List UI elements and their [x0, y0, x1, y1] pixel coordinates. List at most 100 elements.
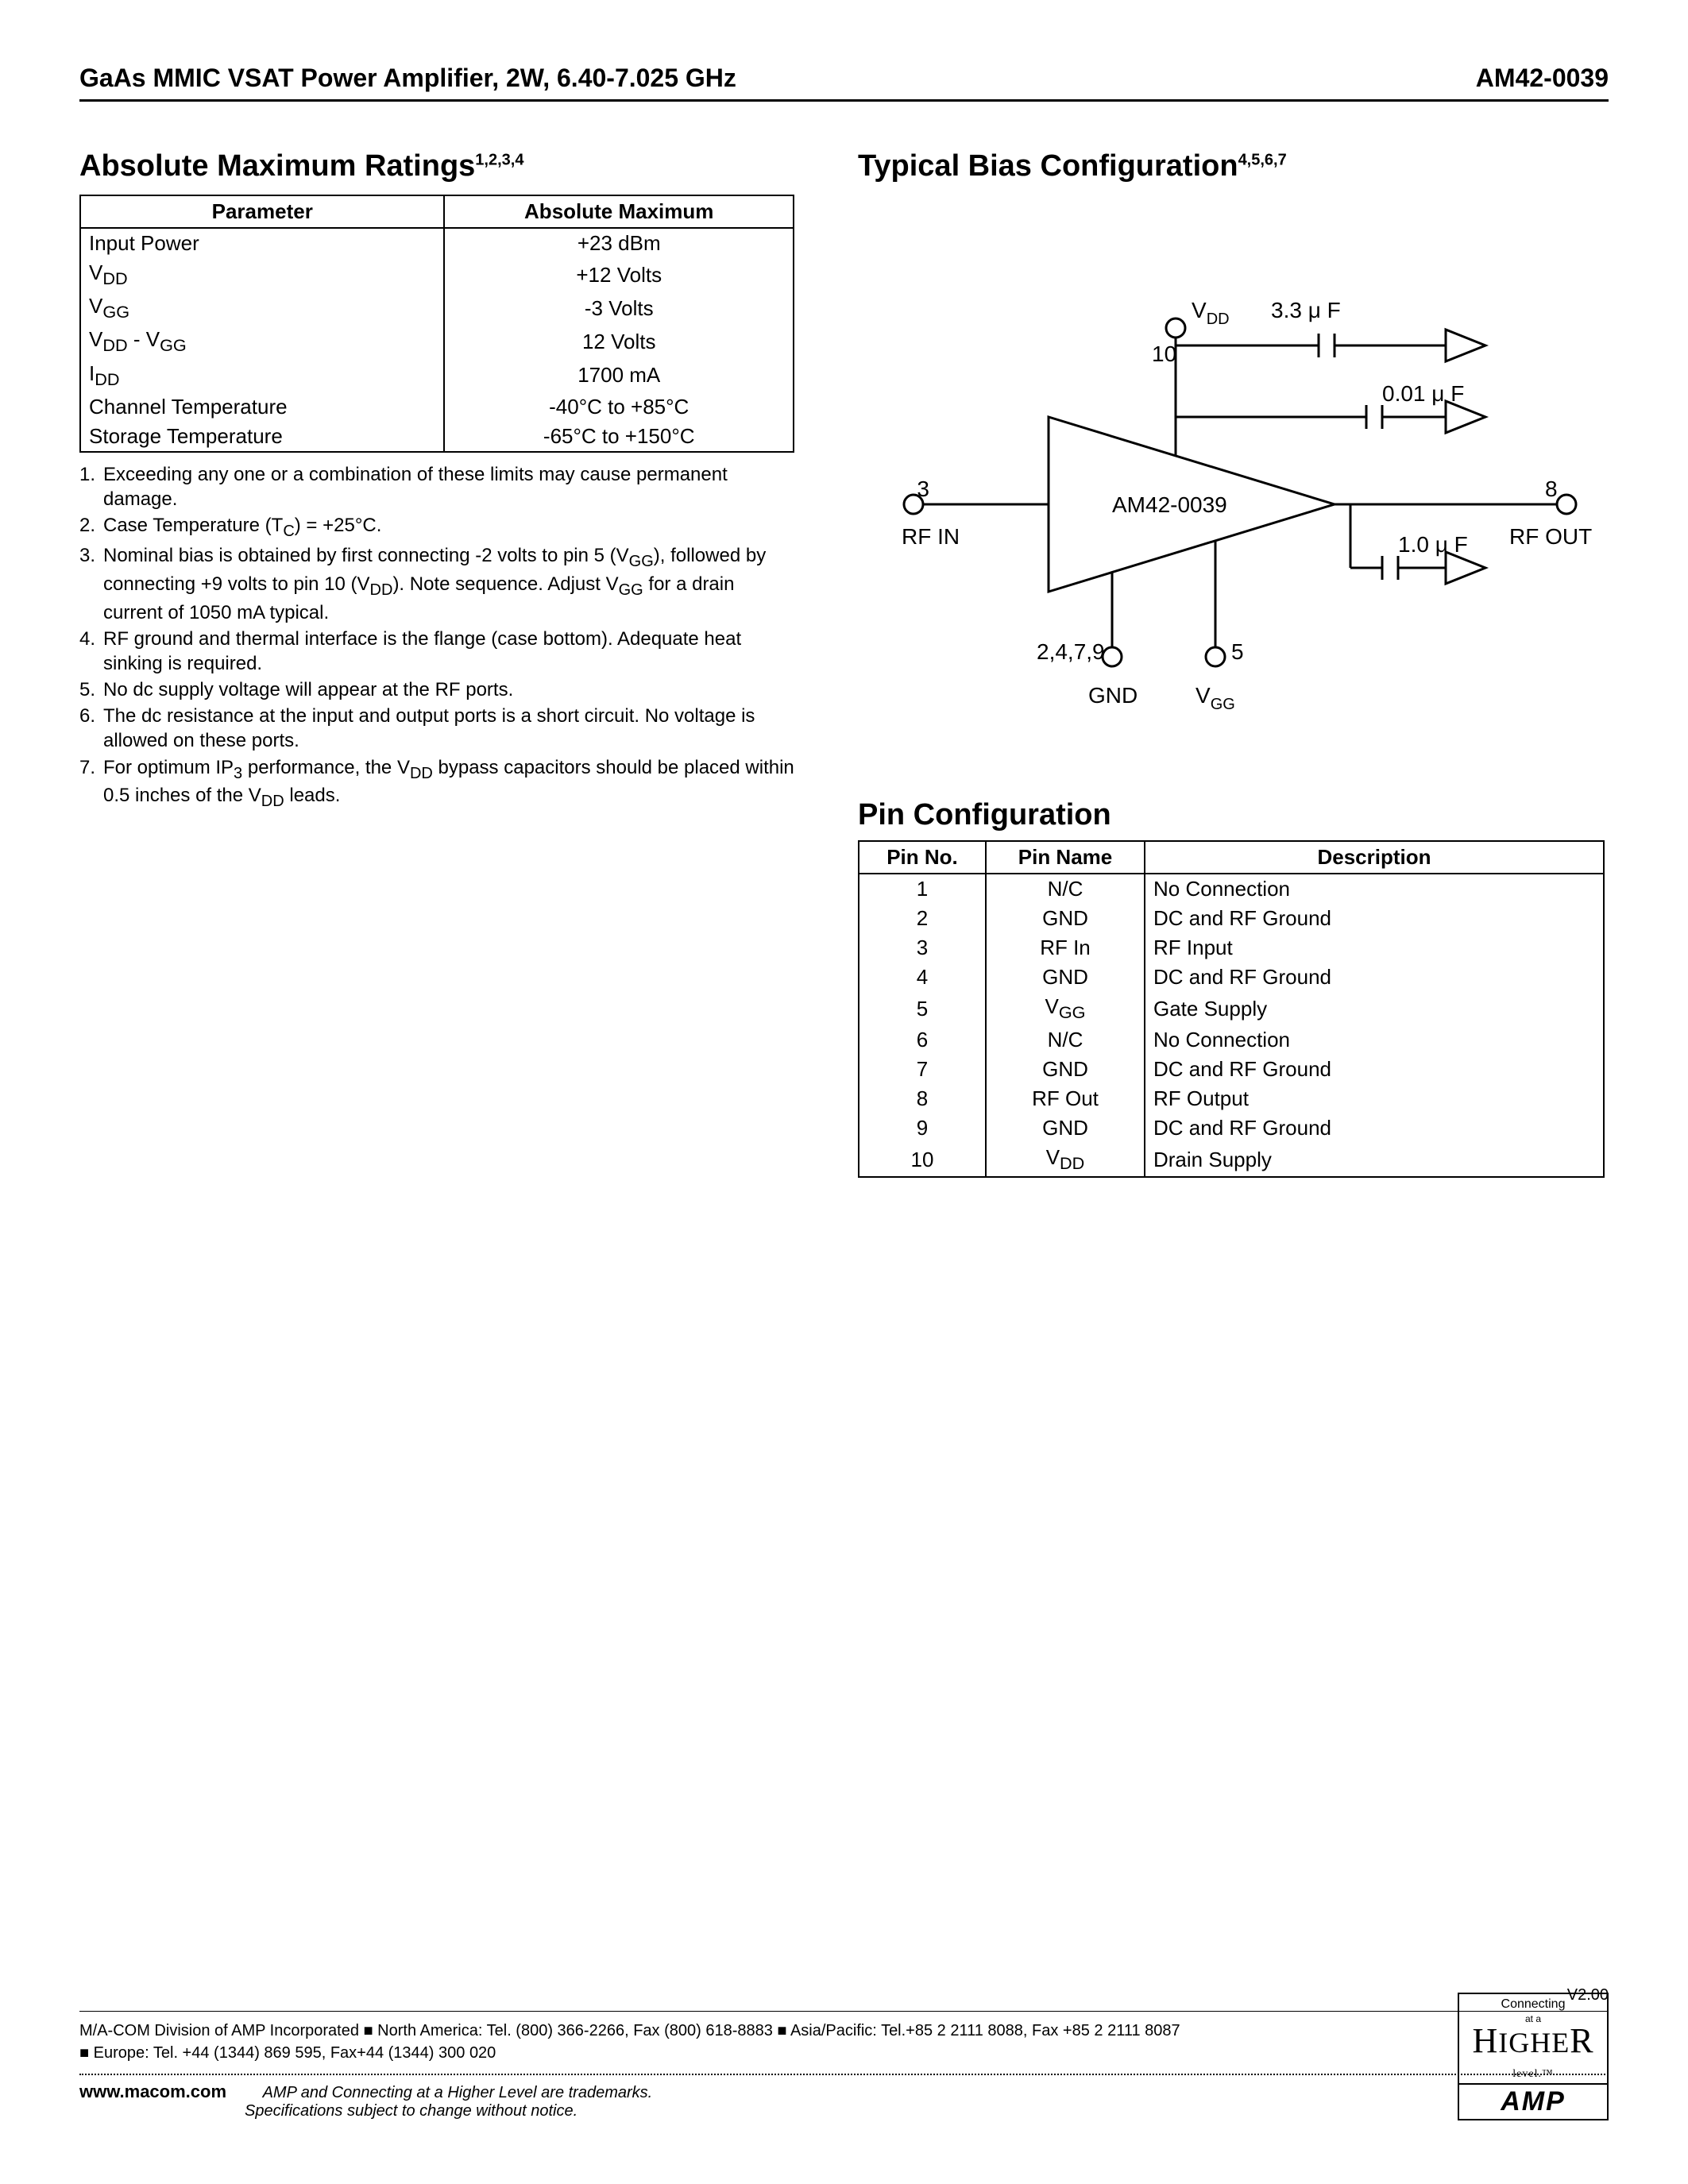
pin-desc: RF Input — [1145, 933, 1604, 963]
logo-higher: HIGHERlevel.™ — [1459, 2026, 1607, 2083]
table-row: 3RF InRF Input — [859, 933, 1604, 963]
note-text: For optimum IP3 performance, the VDD byp… — [103, 755, 794, 812]
note-number: 7. — [79, 755, 103, 812]
cap1-label: 3.3 μ F — [1271, 298, 1341, 322]
note-number: 3. — [79, 543, 103, 625]
note-text: The dc resistance at the input and outpu… — [103, 704, 794, 753]
ratings-table: Parameter Absolute Maximum Input Power+2… — [79, 195, 794, 453]
footer-website: www.macom.com — [79, 2082, 226, 2101]
note-number: 4. — [79, 627, 103, 676]
ratings-param: VDD — [80, 258, 444, 291]
pin-desc: DC and RF Ground — [1145, 963, 1604, 992]
rfin-label: RF IN — [902, 524, 960, 549]
footer-contact: M/A-COM Division of AMP Incorporated ■ N… — [79, 2011, 1609, 2064]
pin-desc: Gate Supply — [1145, 992, 1604, 1025]
ratings-value: 12 Volts — [444, 325, 794, 358]
ratings-value: +23 dBm — [444, 228, 794, 258]
ratings-col-parameter: Parameter — [80, 195, 444, 228]
note-text: No dc supply voltage will appear at the … — [103, 677, 794, 702]
table-row: VDD+12 Volts — [80, 258, 794, 291]
notes-list: 1.Exceeding any one or a combination of … — [79, 462, 794, 812]
pin-name: RF Out — [986, 1084, 1145, 1113]
pin-no: 6 — [859, 1025, 986, 1055]
pins-gnd-label: 2,4,7,9 — [1037, 639, 1105, 664]
pin-name: RF In — [986, 933, 1145, 963]
table-row: VDD - VGG12 Volts — [80, 325, 794, 358]
pins-title: Pin Configuration — [858, 798, 1605, 832]
note-item: 2.Case Temperature (TC) = +25°C. — [79, 513, 794, 542]
table-row: 5VGGGate Supply — [859, 992, 1604, 1025]
ratings-param: Channel Temperature — [80, 392, 444, 422]
note-text: Exceeding any one or a combination of th… — [103, 462, 794, 511]
pin-no: 10 — [859, 1143, 986, 1177]
pins-table: Pin No. Pin Name Description 1N/CNo Conn… — [858, 840, 1605, 1178]
pin-name: N/C — [986, 874, 1145, 904]
table-row: Input Power+23 dBm — [80, 228, 794, 258]
version-label: V2.00 — [79, 1986, 1609, 2005]
table-row: 6N/CNo Connection — [859, 1025, 1604, 1055]
page-footer: V2.00 M/A-COM Division of AMP Incorporat… — [79, 1986, 1609, 2120]
pin-no: 5 — [859, 992, 986, 1025]
note-item: 5.No dc supply voltage will appear at th… — [79, 677, 794, 702]
footer-trademark1: AMP and Connecting at a Higher Level are… — [263, 2084, 653, 2101]
table-row: 9GNDDC and RF Ground — [859, 1113, 1604, 1143]
ratings-value: -65°C to +150°C — [444, 422, 794, 452]
ratings-col-max: Absolute Maximum — [444, 195, 794, 228]
footer-line1: M/A-COM Division of AMP Incorporated ■ N… — [79, 2020, 1609, 2042]
pins-col-no: Pin No. — [859, 841, 986, 874]
logo-amp: AMP — [1459, 2083, 1607, 2119]
pin-name: VDD — [986, 1143, 1145, 1177]
pins-col-name: Pin Name — [986, 841, 1145, 874]
pin-no: 4 — [859, 963, 986, 992]
pin-desc: Drain Supply — [1145, 1143, 1604, 1177]
bias-title-sup: 4,5,6,7 — [1238, 151, 1287, 168]
chip-label: AM42-0039 — [1112, 492, 1227, 517]
pin-name: GND — [986, 963, 1145, 992]
vdd-label: VDD — [1192, 298, 1230, 328]
pins-col-desc: Description — [1145, 841, 1604, 874]
pin-no: 1 — [859, 874, 986, 904]
pin-desc: RF Output — [1145, 1084, 1604, 1113]
table-row: 10VDDDrain Supply — [859, 1143, 1604, 1177]
pin-desc: No Connection — [1145, 874, 1604, 904]
note-item: 1.Exceeding any one or a combination of … — [79, 462, 794, 511]
table-row: Storage Temperature-65°C to +150°C — [80, 422, 794, 452]
ratings-param: VGG — [80, 291, 444, 325]
note-number: 6. — [79, 704, 103, 753]
note-text: Nominal bias is obtained by first connec… — [103, 543, 794, 625]
ratings-param: Input Power — [80, 228, 444, 258]
note-item: 4.RF ground and thermal interface is the… — [79, 627, 794, 676]
pin8-label: 8 — [1545, 477, 1558, 501]
note-text: RF ground and thermal interface is the f… — [103, 627, 794, 676]
footer-line2: ■ Europe: Tel. +44 (1344) 869 595, Fax+4… — [79, 2042, 1609, 2064]
note-number: 1. — [79, 462, 103, 511]
pin-name: VGG — [986, 992, 1145, 1025]
pin-desc: No Connection — [1145, 1025, 1604, 1055]
gnd-label: GND — [1088, 683, 1138, 708]
pin-no: 7 — [859, 1055, 986, 1084]
note-item: 7.For optimum IP3 performance, the VDD b… — [79, 755, 794, 812]
header-title: GaAs MMIC VSAT Power Amplifier, 2W, 6.40… — [79, 64, 736, 93]
pin-no: 3 — [859, 933, 986, 963]
cap2-label: 0.01 μ F — [1382, 381, 1464, 406]
header-part-number: AM42-0039 — [1476, 64, 1609, 93]
ratings-value: -3 Volts — [444, 291, 794, 325]
ratings-param: Storage Temperature — [80, 422, 444, 452]
ratings-param: IDD — [80, 359, 444, 392]
ratings-title-sup: 1,2,3,4 — [475, 151, 523, 168]
footer-left: www.macom.com AMP and Connecting at a Hi… — [79, 2082, 652, 2120]
pin-no: 9 — [859, 1113, 986, 1143]
note-number: 2. — [79, 513, 103, 542]
ratings-value: 1700 mA — [444, 359, 794, 392]
pin-desc: DC and RF Ground — [1145, 1113, 1604, 1143]
pin5-label: 5 — [1231, 639, 1244, 664]
pin-no: 8 — [859, 1084, 986, 1113]
bias-title: Typical Bias Configuration4,5,6,7 — [858, 149, 1605, 183]
table-row: 4GNDDC and RF Ground — [859, 963, 1604, 992]
pin-no: 2 — [859, 904, 986, 933]
pin3-label: 3 — [917, 477, 929, 501]
footer-trademark2: Specifications subject to change without… — [245, 2102, 577, 2120]
pin-name: GND — [986, 904, 1145, 933]
ratings-value: +12 Volts — [444, 258, 794, 291]
table-row: VGG-3 Volts — [80, 291, 794, 325]
